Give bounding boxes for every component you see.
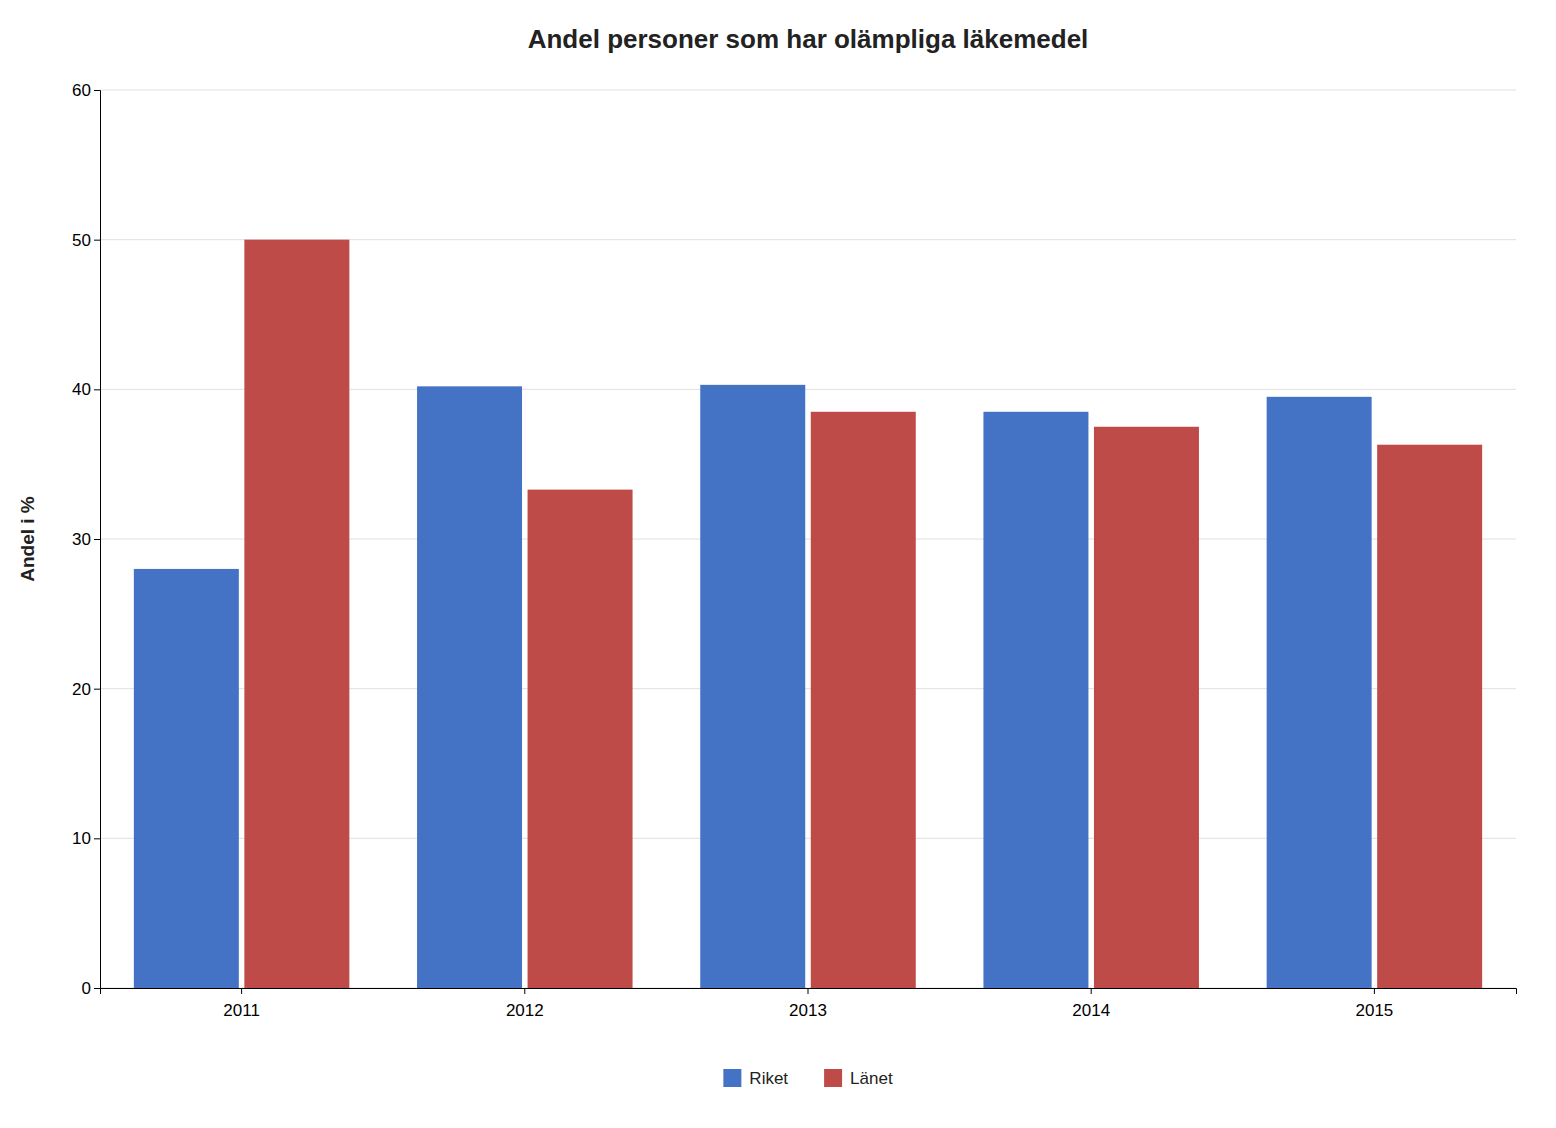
legend-item: Riket bbox=[723, 1069, 788, 1088]
bar bbox=[983, 412, 1088, 988]
bar bbox=[244, 240, 349, 988]
bar bbox=[1094, 427, 1199, 988]
tick-mark bbox=[808, 988, 809, 994]
legend-swatch bbox=[723, 1069, 741, 1087]
tick-label: 2011 bbox=[223, 1001, 260, 1020]
legend: Riket Länet bbox=[723, 1069, 893, 1088]
tick-label: 2015 bbox=[1355, 1001, 1393, 1020]
tick-mark bbox=[94, 90, 100, 91]
y-tick: 40 bbox=[72, 380, 100, 399]
title: Andel personer som har olämpliga läkemed… bbox=[528, 24, 1089, 54]
chart: Andel personer som har olämpliga läkemed… bbox=[0, 0, 1556, 1128]
tick-mark bbox=[1374, 988, 1375, 994]
grid-line bbox=[100, 90, 1516, 91]
tick-mark bbox=[94, 389, 100, 390]
y-axis-label: Andel i % bbox=[17, 496, 38, 582]
tick-mark bbox=[524, 988, 525, 994]
tick-mark bbox=[94, 838, 100, 839]
tick-label: 10 bbox=[72, 829, 91, 848]
bar bbox=[528, 490, 633, 988]
x-axis: 2011 2012 2013 2014 2015 bbox=[101, 988, 1517, 1020]
x-tick: 2015 bbox=[1355, 988, 1393, 1020]
x-tick: 2012 bbox=[506, 988, 544, 1020]
y-tick: 60 bbox=[72, 81, 100, 100]
legend-label: Länet bbox=[850, 1069, 893, 1088]
bar bbox=[811, 412, 916, 988]
bar bbox=[417, 386, 522, 988]
y-tick: 50 bbox=[72, 231, 100, 250]
tick-label: 40 bbox=[72, 380, 91, 399]
y-tick: 10 bbox=[72, 829, 100, 848]
bar-series bbox=[244, 240, 1482, 988]
bar bbox=[1377, 445, 1482, 988]
axis-line bbox=[101, 989, 1517, 995]
x-tick: 2011 bbox=[223, 988, 260, 1020]
y-tick: 0 bbox=[82, 979, 100, 998]
bar bbox=[134, 569, 239, 988]
legend-label: Riket bbox=[749, 1069, 788, 1088]
tick-label: 2013 bbox=[789, 1001, 827, 1020]
legend-item: Länet bbox=[824, 1069, 893, 1088]
tick-label: 0 bbox=[82, 979, 91, 998]
tick-mark bbox=[241, 988, 242, 994]
y-tick: 30 bbox=[72, 530, 100, 549]
legend-swatch bbox=[824, 1069, 842, 1087]
tick-label: 2014 bbox=[1072, 1001, 1110, 1020]
x-tick: 2014 bbox=[1072, 988, 1110, 1020]
tick-mark bbox=[94, 988, 100, 989]
bar bbox=[700, 385, 805, 988]
plot: 2011 2012 2013 2014 2015 0 10 20 30 40 50 60 bbox=[72, 81, 1516, 1020]
tick-mark bbox=[94, 240, 100, 241]
grid bbox=[100, 90, 1516, 988]
tick-mark bbox=[1091, 988, 1092, 994]
y-tick: 20 bbox=[72, 680, 100, 699]
tick-label: 50 bbox=[72, 231, 91, 250]
tick-label: 2012 bbox=[506, 1001, 544, 1020]
tick-label: 30 bbox=[72, 530, 91, 549]
tick-mark bbox=[94, 539, 100, 540]
tick-mark bbox=[94, 689, 100, 690]
x-tick: 2013 bbox=[789, 988, 827, 1020]
tick-label: 60 bbox=[72, 81, 91, 100]
axis-line bbox=[94, 91, 101, 989]
tick-label: 20 bbox=[72, 680, 91, 699]
bar bbox=[1267, 397, 1372, 988]
bars bbox=[134, 240, 1482, 988]
y-axis: 0 10 20 30 40 50 60 bbox=[72, 81, 100, 998]
